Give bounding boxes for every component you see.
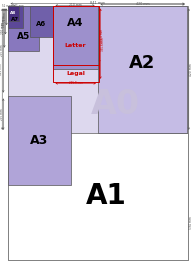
- Text: A1: A1: [86, 183, 127, 210]
- Bar: [8, 6, 19, 21]
- Text: Legal: Legal: [66, 71, 85, 76]
- Bar: [53, 6, 99, 82]
- Bar: [8, 6, 39, 51]
- Bar: [98, 6, 187, 133]
- Bar: [53, 6, 99, 66]
- Text: A7: A7: [12, 17, 20, 21]
- Bar: [8, 6, 23, 28]
- Bar: [8, 96, 71, 185]
- Text: 420 mm: 420 mm: [136, 2, 149, 6]
- Text: 297 mm: 297 mm: [0, 45, 4, 56]
- Text: 74 mm: 74 mm: [3, 12, 7, 22]
- Text: 841 mm: 841 mm: [0, 63, 3, 75]
- Text: 210 mm: 210 mm: [1, 22, 5, 34]
- Bar: [53, 6, 98, 69]
- Text: A3: A3: [30, 134, 49, 147]
- Text: 279.4 mm: 279.4 mm: [100, 28, 104, 43]
- Text: 52 mm  105 mm: 52 mm 105 mm: [2, 4, 24, 8]
- Text: A0: A0: [91, 88, 140, 121]
- Text: 148 mm: 148 mm: [2, 16, 6, 27]
- Text: 210 mm: 210 mm: [69, 3, 81, 7]
- Text: 297 mm: 297 mm: [0, 108, 4, 120]
- Text: A2: A2: [129, 54, 156, 72]
- Text: 594 mm: 594 mm: [190, 216, 192, 229]
- Text: 355.6 mm: 355.6 mm: [101, 37, 105, 51]
- Text: A8: A8: [10, 12, 16, 15]
- Text: 841 mm: 841 mm: [90, 1, 105, 5]
- Text: Letter: Letter: [65, 43, 86, 48]
- Text: A4: A4: [67, 18, 83, 28]
- Text: 215.9 mm: 215.9 mm: [69, 81, 83, 85]
- Bar: [8, 133, 188, 260]
- Text: A5: A5: [17, 32, 30, 41]
- Bar: [30, 6, 53, 37]
- Text: 420 mm: 420 mm: [190, 63, 192, 75]
- Text: A6: A6: [36, 21, 46, 27]
